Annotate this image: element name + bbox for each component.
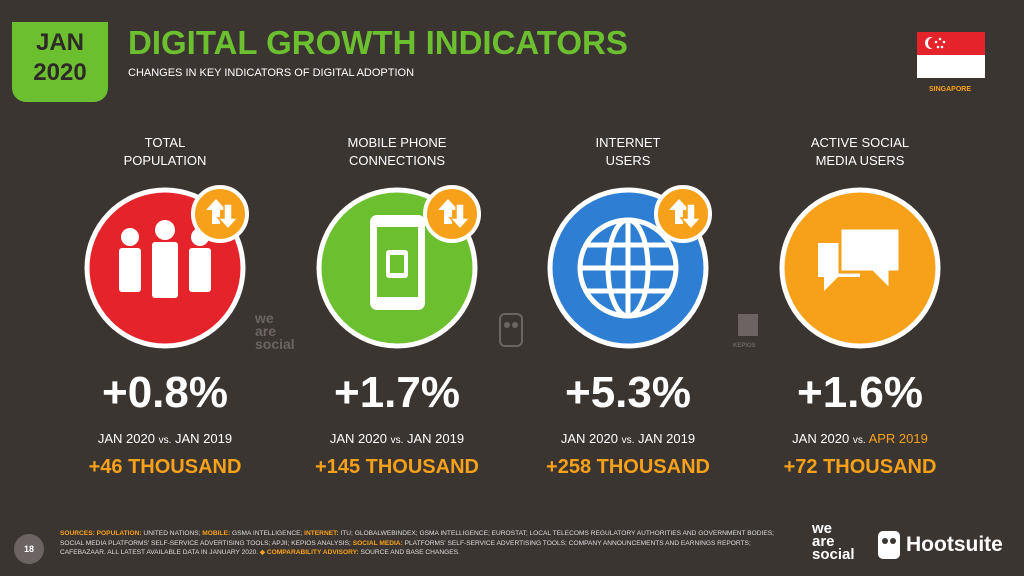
- title: DIGITAL GROWTH INDICATORS: [128, 24, 628, 61]
- badge-month: JAN: [35, 29, 84, 56]
- wm-word: social: [255, 336, 295, 352]
- phone-icon: [370, 215, 425, 310]
- watermark: KEPIOS: [733, 343, 756, 349]
- arrow-up: [206, 199, 226, 224]
- arrow-down: [216, 203, 240, 231]
- brand-word: social: [812, 546, 855, 563]
- vs: vs.: [158, 435, 172, 446]
- absolute-change: +46 THOUSAND: [88, 456, 242, 478]
- vs: vs.: [852, 435, 866, 446]
- label-line: TOTAL: [144, 135, 186, 150]
- indicator-label: INTERNET USERS: [513, 134, 743, 170]
- label-line: CONNECTIONS: [348, 153, 446, 168]
- label-line: ACTIVE SOCIAL: [810, 135, 910, 150]
- label-line: MEDIA USERS: [815, 153, 905, 168]
- label-line: POPULATION: [123, 153, 207, 168]
- indicator-label: MOBILE PHONE CONNECTIONS: [282, 134, 512, 170]
- country: SINGAPORE: [928, 86, 971, 93]
- source-text: SOURCE AND BASE CHANGES.: [358, 549, 460, 556]
- period-to: JAN 2019: [175, 431, 233, 446]
- brand-word: are: [812, 533, 835, 550]
- comparison: JAN 2020 vs. JAN 2019: [282, 431, 512, 446]
- vs: vs.: [390, 435, 404, 446]
- source-label: SOCIAL MEDIA:: [352, 539, 403, 547]
- date-badge: JAN 2020: [12, 22, 108, 102]
- brand-hootsuite: Hootsuite: [906, 533, 1003, 556]
- period-from: JAN 2020: [329, 431, 387, 446]
- period-to: JAN 2019: [638, 431, 696, 446]
- label-line: USERS: [605, 153, 651, 168]
- indicator-label: TOTAL POPULATION: [50, 134, 280, 170]
- absolute-change: +72 THOUSAND: [783, 456, 937, 478]
- source-text: UNITED NATIONS;: [141, 530, 203, 537]
- arrow-down: [679, 203, 703, 231]
- source-label: MOBILE:: [202, 530, 231, 537]
- period-to: JAN 2019: [407, 431, 465, 446]
- source-label: POPULATION:: [96, 530, 142, 537]
- badge-year: 2020: [33, 59, 87, 86]
- change-percent: +1.7%: [334, 368, 460, 417]
- change-percent: +5.3%: [565, 368, 691, 417]
- arrow-up: [669, 199, 689, 224]
- source-text: ITU; GLOBALWEBINDEX; GSMA INTELLIGENCE; …: [60, 530, 774, 547]
- vs: vs.: [621, 435, 635, 446]
- page-number: 18: [14, 534, 44, 564]
- period-from: JAN 2020: [792, 431, 850, 446]
- label-line: MOBILE PHONE: [347, 135, 447, 150]
- change-percent: +0.8%: [102, 368, 228, 417]
- watermark: we are social: [255, 310, 295, 352]
- arrow-up: [438, 199, 458, 224]
- period-from: JAN 2020: [560, 431, 618, 446]
- comparison: JAN 2020 vs. APR 2019: [745, 431, 975, 446]
- source-label: ◆ COMPARABILITY ADVISORY:: [259, 549, 359, 556]
- arrow-down: [448, 203, 472, 231]
- source-label: INTERNET:: [304, 530, 339, 537]
- absolute-change: +145 THOUSAND: [315, 456, 479, 478]
- sources: SOURCES: POPULATION: UNITED NATIONS; MOB…: [60, 529, 780, 558]
- brand-word: we: [812, 520, 833, 537]
- subtitle: CHANGES IN KEY INDICATORS OF DIGITAL ADO…: [128, 67, 415, 79]
- hootsuite-owl: [499, 313, 900, 559]
- label-line: INTERNET: [595, 135, 661, 150]
- speech-icon: [818, 226, 902, 294]
- sources-heading: SOURCES:: [60, 530, 95, 537]
- flag: [917, 32, 985, 78]
- period-to: APR 2019: [868, 431, 928, 446]
- comparison: JAN 2020 vs. JAN 2019: [50, 431, 280, 446]
- wm-word: we: [255, 310, 274, 326]
- wm-word: are: [255, 323, 277, 339]
- absolute-change: +258 THOUSAND: [546, 456, 710, 478]
- source-text: PLATFORMS' SELF-SERVICE ADVERTISING TOOL…: [60, 539, 751, 557]
- indicator-label: ACTIVE SOCIAL MEDIA USERS: [745, 134, 975, 170]
- brand-was: we are social: [812, 520, 855, 563]
- change-percent: +1.6%: [797, 368, 923, 417]
- globe-icon: [577, 217, 679, 319]
- comparison: JAN 2020 vs. JAN 2019: [513, 431, 743, 446]
- source-text: GSMA INTELLIGENCE;: [230, 530, 305, 537]
- period-from: JAN 2020: [97, 431, 155, 446]
